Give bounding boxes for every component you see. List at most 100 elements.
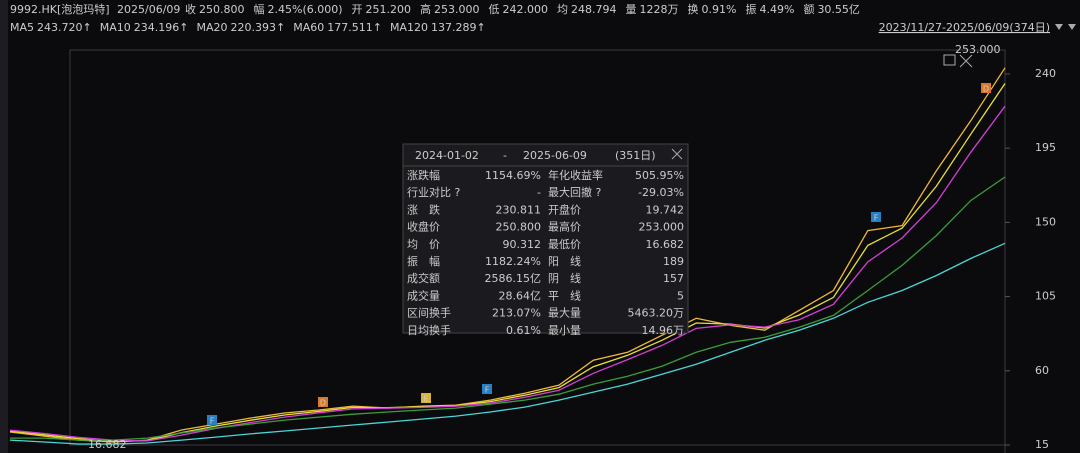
panel-value: 1154.69% xyxy=(485,169,541,182)
y-tick-label: 15 xyxy=(1035,438,1049,451)
panel-date: (351日) xyxy=(615,149,656,162)
event-marker-label: F xyxy=(210,417,215,426)
stock-code: 9992.HK[泡泡玛特] xyxy=(10,2,110,16)
panel-label: 行业对比 ? xyxy=(407,185,460,199)
panel-value: 19.742 xyxy=(646,203,685,216)
quote-label: 量 xyxy=(626,3,637,16)
dropdown-icons[interactable] xyxy=(1055,24,1076,30)
panel-date: - xyxy=(503,149,507,162)
legend-value: 137.289↑ xyxy=(431,21,486,34)
panel-value: 28.64亿 xyxy=(499,289,542,302)
quote-label: 低 xyxy=(489,3,500,16)
quote-value: 253.000 xyxy=(434,3,480,16)
panel-label: 均 价 xyxy=(407,238,440,251)
close-icon[interactable] xyxy=(671,148,683,160)
event-marker-label: D xyxy=(983,85,989,94)
quote-value: 4.49% xyxy=(759,3,794,16)
quote-label: 换 xyxy=(688,2,699,16)
event-marker xyxy=(871,212,881,222)
quote-value: 251.200 xyxy=(366,3,412,16)
quote-label: 幅 xyxy=(254,3,265,16)
panel-box xyxy=(402,143,689,334)
legend-name: MA120 xyxy=(390,21,428,34)
panel-label: 日均换手 xyxy=(407,323,451,337)
quote-date: 2025/06/09 xyxy=(117,3,180,16)
panel-value: 213.07% xyxy=(492,307,541,320)
panel-value: 157 xyxy=(663,272,684,285)
panel-label: 平 线 xyxy=(548,288,581,302)
panel-label: 成交额 xyxy=(407,271,440,285)
legend-value: 220.393↑ xyxy=(230,21,285,34)
quote-label: 额 xyxy=(803,3,814,16)
legend-name: MA20 xyxy=(196,21,227,34)
panel-label: 最低价 xyxy=(548,238,581,251)
legend-name: MA10 xyxy=(100,21,131,34)
panel-date: 2025-06-09 xyxy=(523,149,587,162)
panel-label: 涨 跌 xyxy=(407,202,440,216)
panel-value: 5 xyxy=(677,289,684,302)
panel-value: 5463.20万 xyxy=(628,307,685,320)
event-marker xyxy=(318,397,328,407)
quote-value: 0.91% xyxy=(702,3,737,16)
panel-value: - xyxy=(537,186,541,199)
quote-label: 高 xyxy=(420,2,431,16)
panel-value: 0.61% xyxy=(506,324,541,337)
legend-value: 234.196↑ xyxy=(134,21,189,34)
ma-line xyxy=(9,67,1006,443)
event-marker-label: D xyxy=(320,399,326,408)
panel-label: 最小量 xyxy=(548,324,581,337)
quote-label: 振 xyxy=(745,2,756,16)
event-marker xyxy=(482,384,492,394)
panel-label: 阳 线 xyxy=(548,254,581,268)
quote-value: 2.45%(6.000) xyxy=(268,3,343,16)
panel-value: 14.96万 xyxy=(642,324,685,337)
event-marker xyxy=(207,415,217,425)
event-marker-label: F xyxy=(485,386,490,395)
window-icon[interactable] xyxy=(943,54,956,66)
stats-panel: 2024-01-02 - 2025-06-09 (351日) 涨跌幅 1154.69% 年化… xyxy=(402,143,689,337)
panel-label: 最大回撤 ? xyxy=(548,185,601,199)
panel-value: 90.312 xyxy=(503,238,542,251)
quote-label: 收 xyxy=(185,2,196,16)
panel-value: 16.682 xyxy=(646,238,685,251)
panel-label: 最大量 xyxy=(548,306,581,320)
ma-line xyxy=(9,105,1006,442)
y-tick-label: 240 xyxy=(1035,67,1056,80)
event-marker xyxy=(981,83,991,93)
quote-value: 250.800 xyxy=(199,3,245,16)
panel-label: 涨跌幅 xyxy=(407,168,440,182)
panel-label: 开盘价 xyxy=(548,202,581,216)
panel-label: 区间换手 xyxy=(407,306,451,320)
y-tick-label: 60 xyxy=(1035,364,1049,377)
panel-label: 阴 线 xyxy=(548,271,581,285)
quote-label: 均 xyxy=(557,3,568,16)
event-marker xyxy=(421,393,431,403)
y-tick-label: 105 xyxy=(1035,290,1056,303)
quote-value: 30.55亿 xyxy=(817,3,860,16)
high-label: 253.000 xyxy=(955,43,1001,56)
quote-value: 1228万 xyxy=(640,3,679,16)
panel-label: 收盘价 xyxy=(407,220,440,234)
event-marker-label: F xyxy=(874,214,879,223)
panel-value: 2586.15亿 xyxy=(485,272,542,285)
panel-value: 505.95% xyxy=(635,169,684,182)
panel-value: -29.03% xyxy=(638,186,684,199)
y-tick-label: 195 xyxy=(1035,141,1056,154)
date-range[interactable]: 2023/11/27-2025/06/09(374日) xyxy=(879,21,1050,34)
panel-label: 振 幅 xyxy=(407,254,440,268)
panel-value: 253.000 xyxy=(639,221,685,234)
quote-value: 242.000 xyxy=(503,3,549,16)
panel-label: 最高价 xyxy=(548,220,581,234)
ma-line xyxy=(10,176,1006,441)
panel-value: 230.811 xyxy=(496,203,542,216)
quote-label: 开 xyxy=(352,3,363,16)
ma-line xyxy=(9,242,1006,445)
legend-value: 177.511↑ xyxy=(327,21,382,34)
y-tick-label: 150 xyxy=(1035,215,1056,228)
window-close[interactable] xyxy=(959,54,973,68)
low-label: 16.682 xyxy=(88,438,127,451)
legend-name: MA60 xyxy=(293,21,324,34)
panel-label: 年化收益率 xyxy=(548,168,603,182)
event-marker-label: E xyxy=(423,395,428,404)
